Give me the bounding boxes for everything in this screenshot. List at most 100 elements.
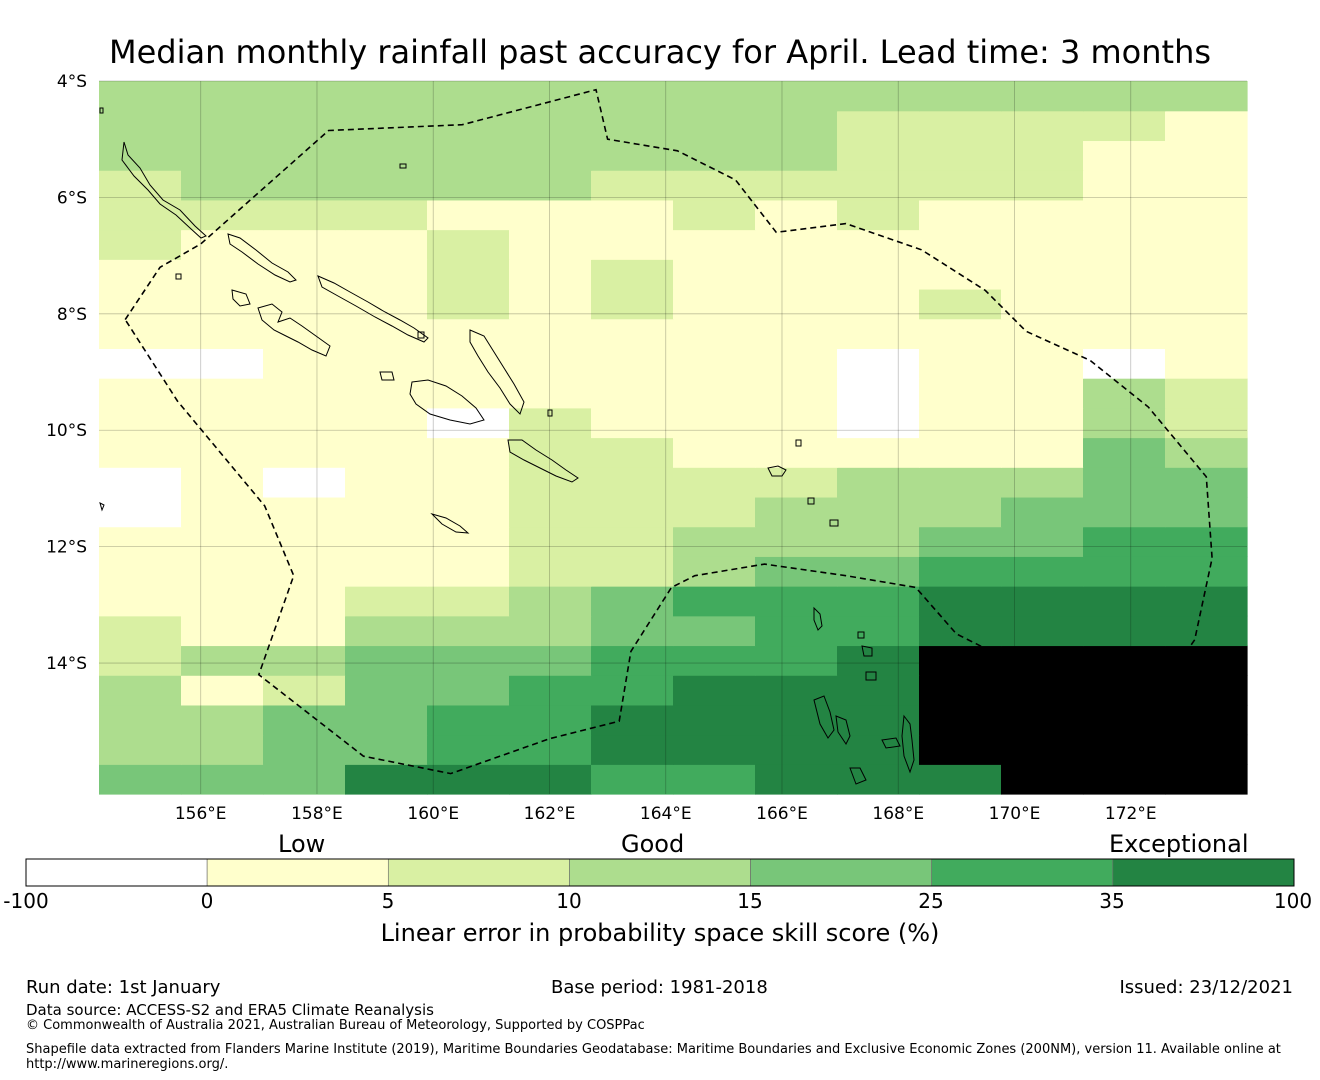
skill-cell <box>919 734 1002 765</box>
skill-cell <box>181 140 264 171</box>
skill-cell <box>1083 199 1166 231</box>
skill-cell <box>263 318 346 349</box>
skill-cell <box>919 675 1002 706</box>
skill-cell <box>263 556 346 587</box>
skill-cell <box>1083 348 1166 379</box>
skill-cell <box>1001 734 1084 765</box>
skill-cell <box>345 704 428 736</box>
skill-cell <box>99 170 182 201</box>
skill-cell <box>1083 110 1166 142</box>
skill-cell <box>263 110 346 142</box>
skill-cell <box>919 586 1002 617</box>
colorbar-tick: 5 <box>381 889 395 913</box>
skill-cell <box>1083 645 1166 676</box>
skill-cell <box>837 615 920 647</box>
coastline-choiseul <box>227 233 297 283</box>
skill-cell <box>673 407 756 439</box>
coastline-speck-2 <box>175 273 182 280</box>
skill-cell <box>99 496 182 528</box>
coastline-speck-7 <box>379 371 395 381</box>
skill-cell <box>755 318 838 349</box>
skill-cell <box>837 645 920 676</box>
lon-tick-label: 160°E <box>407 804 459 820</box>
skill-cell <box>673 348 756 379</box>
legend-category-good: Good <box>621 830 685 858</box>
coastline-speck-1 <box>99 107 104 114</box>
skill-cell <box>673 615 756 647</box>
skill-cell <box>345 437 428 468</box>
skill-cell <box>99 704 182 736</box>
skill-cell <box>755 229 838 260</box>
skill-cell <box>509 348 592 379</box>
skill-cell <box>1083 229 1166 260</box>
skill-cell <box>427 318 510 349</box>
skill-cell <box>1083 288 1166 320</box>
skill-cell <box>1001 526 1084 557</box>
skill-cell <box>755 556 838 587</box>
map-gridlines <box>99 80 1247 794</box>
skill-cell <box>509 407 592 439</box>
skill-cell <box>427 556 510 587</box>
skill-cell <box>591 526 674 557</box>
skill-cell <box>755 110 838 142</box>
skill-cell <box>1083 407 1166 439</box>
skill-cell <box>99 675 182 706</box>
skill-cell <box>837 259 920 290</box>
skill-cell <box>1165 81 1248 112</box>
colorbar-segment <box>1112 858 1295 887</box>
issued-date: Issued: 23/12/2021 <box>1119 977 1293 998</box>
skill-cell <box>427 199 510 231</box>
skill-cell <box>591 675 674 706</box>
skill-cell <box>1001 645 1084 676</box>
skill-cell <box>591 586 674 617</box>
coastline-small-island-b <box>829 519 839 527</box>
coastline-speck-5 <box>547 409 553 417</box>
coastline-vanuatu-maewo <box>861 645 873 657</box>
skill-cell <box>1083 318 1166 349</box>
skill-cell <box>591 496 674 528</box>
colorbar-tick: 10 <box>556 889 582 913</box>
skill-cell <box>673 586 756 617</box>
skill-cell <box>1001 704 1084 736</box>
skill-cell <box>263 734 346 765</box>
colorbar-title: Linear error in probability space skill … <box>380 919 940 947</box>
skill-cell <box>99 615 182 647</box>
skill-cell <box>1001 586 1084 617</box>
coastline-guadalcanal <box>409 379 485 425</box>
skill-cell <box>1001 467 1084 498</box>
latitude-labels: 4°S 6°S 8°S 10°S 12°S 14°S <box>46 72 87 674</box>
skill-cell <box>837 407 920 439</box>
skill-cell <box>1001 437 1084 468</box>
skill-cell <box>1083 496 1166 528</box>
skill-cell <box>427 407 510 439</box>
skill-cell <box>427 259 510 290</box>
skill-cell <box>427 348 510 379</box>
skill-cell <box>263 199 346 231</box>
skill-cell <box>1001 675 1084 706</box>
skill-cell <box>673 288 756 320</box>
lon-tick-label: 164°E <box>640 804 692 820</box>
coastline-speck-6 <box>795 439 802 447</box>
skill-cell <box>509 764 592 795</box>
skill-cell <box>99 110 182 142</box>
shapefile-url: http://www.marineregions.org/. <box>26 1057 229 1072</box>
skill-cell <box>181 526 264 557</box>
lat-tick-label: 6°S <box>57 188 87 208</box>
skill-cell <box>427 378 510 409</box>
skill-cell <box>755 496 838 528</box>
skill-cell <box>263 140 346 171</box>
skill-cell <box>263 704 346 736</box>
skill-cell <box>673 645 756 676</box>
skill-cell <box>1083 378 1166 409</box>
skill-cell <box>755 170 838 201</box>
skill-cell <box>345 407 428 439</box>
skill-cell <box>837 496 920 528</box>
map-title: Median monthly rainfall past accuracy fo… <box>108 33 1212 71</box>
skill-cell <box>1165 170 1248 201</box>
coastline-new-georgia <box>257 303 331 357</box>
skill-cell <box>99 229 182 260</box>
skill-cell <box>1165 556 1248 587</box>
skill-cell <box>509 526 592 557</box>
skill-cell <box>181 734 264 765</box>
skill-cell <box>837 437 920 468</box>
